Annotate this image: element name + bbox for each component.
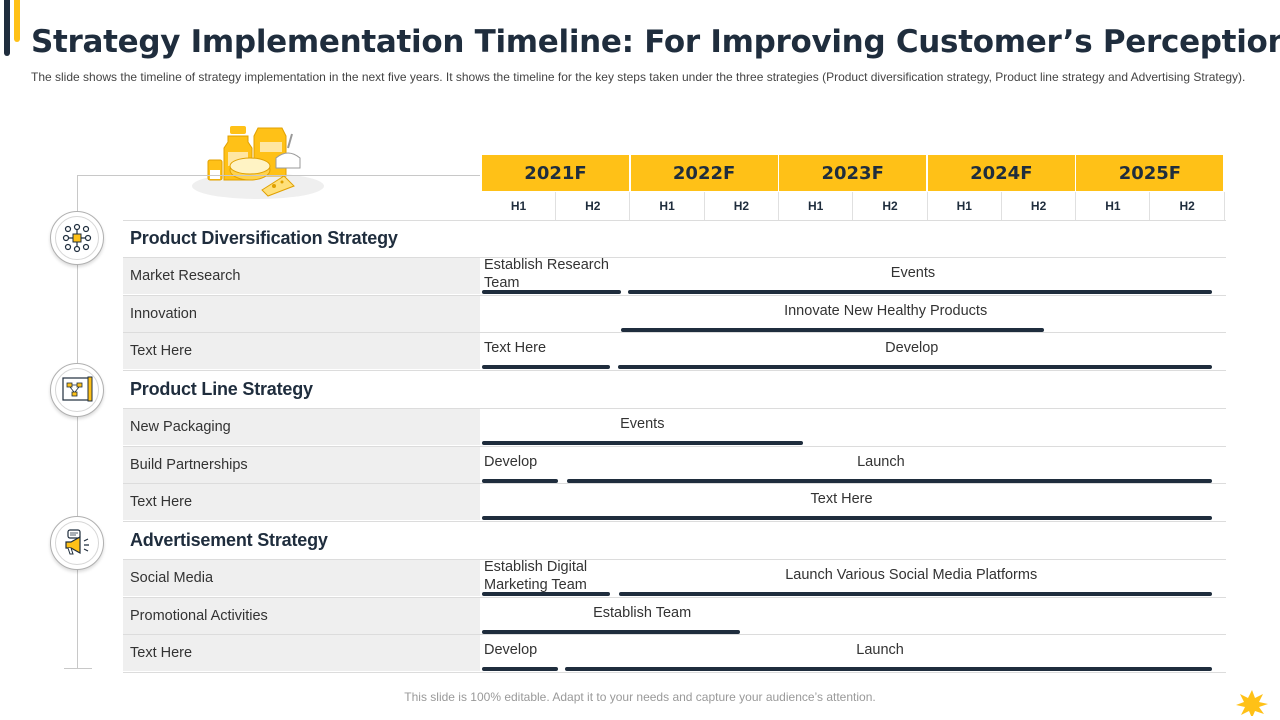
timeline-task-label: Develop (484, 642, 538, 659)
row-label: Text Here (123, 484, 480, 521)
half-year-header: H2 (556, 192, 631, 220)
row-label: New Packaging (123, 409, 480, 445)
timeline-bar (619, 592, 1212, 596)
timeline-task-label: Establish Research Team (484, 257, 609, 291)
half-year-header: H2 (705, 192, 779, 220)
divider-line (123, 559, 1226, 560)
half-year-header: H1 (1076, 192, 1151, 220)
half-year-header: H2 (1002, 192, 1077, 220)
timeline-bar (620, 327, 1045, 332)
divider-line (123, 408, 1226, 409)
divider-line (123, 596, 1226, 598)
timeline-spine (77, 175, 78, 669)
half-year-header: H2 (1151, 192, 1225, 220)
row-label: Text Here (123, 635, 480, 672)
bottle-cap-shape (230, 126, 246, 134)
row-label: Build Partnerships (123, 446, 480, 483)
timeline-spine-end (64, 668, 92, 669)
section-title-advertisement: Advertisement Strategy (130, 529, 328, 550)
divider-line (123, 634, 1226, 636)
timeline-task-label: Innovate New Healthy Products (784, 302, 988, 319)
timeline-task-label: Develop (484, 453, 538, 470)
timeline-bar (482, 478, 558, 483)
half-year-header: H1 (482, 192, 556, 220)
timeline-bar (565, 667, 1212, 672)
divider-line (123, 294, 1226, 296)
timeline-task-label: Text Here (810, 491, 873, 508)
divider-line (123, 332, 1226, 334)
timeline-bar (482, 290, 621, 294)
year-header-1: 2021F (482, 155, 630, 191)
bowl-shape (275, 152, 301, 169)
timeline-bar (617, 365, 1212, 370)
title-accent-dark (4, 0, 10, 56)
timeline-connector-top (77, 175, 480, 176)
divider-line (123, 257, 1226, 258)
timeline-bar (482, 667, 558, 672)
network-icon (50, 211, 104, 265)
year-header-5: 2025F (1076, 155, 1225, 191)
row-label: Innovation (123, 295, 480, 332)
divider-line (123, 521, 1226, 523)
timeline-bar (482, 629, 741, 634)
section-title-product-line: Product Line Strategy (130, 378, 313, 399)
cheese-slice-shape (261, 175, 295, 197)
year-header-3: 2023F (779, 155, 928, 191)
page-subtitle: The slide shows the timeline of strategy… (31, 70, 1246, 84)
timeline-bar (566, 478, 1212, 483)
title-accent-yellow (14, 0, 20, 42)
timeline-bar (482, 516, 1212, 521)
dairy-products-illustration (192, 126, 324, 199)
half-year-header: H1 (928, 192, 1002, 220)
timeline-task-label: Launch Various Social Media Platforms (785, 567, 1038, 583)
flowchart-icon (50, 363, 104, 417)
timeline-task-label: Events (890, 265, 936, 281)
footer-note: This slide is 100% editable. Adapt it to… (404, 690, 876, 704)
timeline-bar (482, 441, 804, 445)
timeline-task-label: Establish Digital Marketing Team (484, 559, 588, 593)
divider-line (123, 483, 1226, 485)
row-label: Promotional Activities (123, 597, 480, 634)
timeline-task-label: Launch (857, 453, 905, 470)
row-label: Text Here (123, 333, 480, 370)
row-label: Market Research (123, 258, 480, 294)
timeline-task-label: Text Here (484, 340, 547, 357)
timeline-task-label: Launch (856, 642, 904, 659)
row-label: Social Media (123, 560, 480, 596)
timeline-task-label: Develop (885, 340, 939, 357)
timeline-task-label: Events (620, 416, 665, 432)
timeline-bar (628, 290, 1212, 294)
year-header-2: 2022F (630, 155, 779, 191)
divider-line (123, 370, 1226, 372)
timeline-bar (482, 592, 611, 596)
half-year-header: H1 (779, 192, 854, 220)
year-header-4: 2024F (927, 155, 1076, 191)
splash-decoration-icon (1236, 690, 1268, 716)
half-year-header: H2 (854, 192, 928, 220)
timeline-bar (482, 365, 611, 370)
divider-line (123, 220, 1226, 221)
timeline-task-label: Establish Team (593, 604, 692, 621)
half-year-header: H1 (631, 192, 705, 220)
megaphone-icon (50, 516, 104, 570)
page-title: Strategy Implementation Timeline: For Im… (31, 24, 1280, 60)
section-title-product-diversification: Product Diversification Strategy (130, 227, 398, 248)
divider-line (123, 672, 1226, 674)
divider-line (123, 445, 1226, 447)
